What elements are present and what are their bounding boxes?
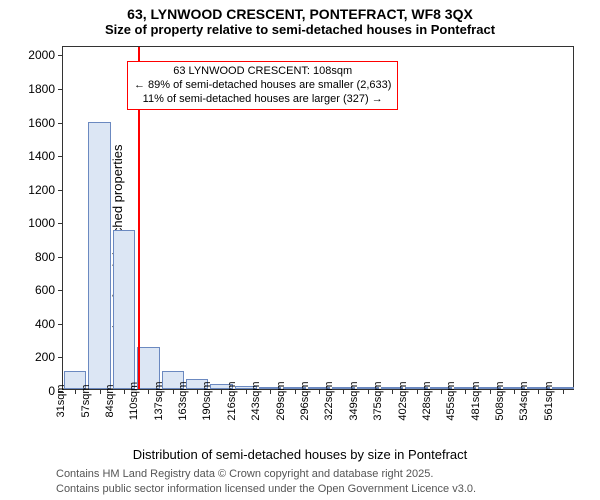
ytick-label: 1400 [28,149,55,163]
xtick-label: 190sqm [201,381,213,420]
xtick-line [148,389,149,394]
xtick-line [563,389,564,394]
histogram-bar [113,230,135,389]
xtick-line [465,389,466,394]
ytick-line [58,190,63,191]
ytick-line [58,89,63,90]
annotation-line1: 63 LYNWOOD CRESCENT: 108sqm [134,64,391,78]
xtick-line [221,389,222,394]
ytick-line [58,123,63,124]
xtick-line [197,389,198,394]
ytick-line [58,257,63,258]
xtick-line [173,389,174,394]
footer-attribution: Contains HM Land Registry data © Crown c… [56,467,476,496]
xtick-label: 163sqm [177,381,189,420]
xtick-label: 322sqm [323,381,335,420]
ytick-line [58,156,63,157]
xtick-line [441,389,442,394]
ytick-label: 1800 [28,82,55,96]
annotation-box: 63 LYNWOOD CRESCENT: 108sqm← 89% of semi… [127,61,398,110]
xtick-label: 243sqm [250,381,262,420]
xtick-line [246,389,247,394]
annotation-line2: ← 89% of semi-detached houses are smalle… [134,78,391,92]
xtick-line [514,389,515,394]
ytick-label: 600 [35,283,55,297]
xtick-label: 428sqm [421,381,433,420]
title-sub: Size of property relative to semi-detach… [0,22,600,41]
ytick-label: 800 [35,250,55,264]
xtick-label: 216sqm [226,381,238,420]
ytick-label: 1200 [28,183,55,197]
xtick-label: 137sqm [153,381,165,420]
xtick-line [319,389,320,394]
xtick-label: 375sqm [372,381,384,420]
ytick-line [58,55,63,56]
xtick-line [392,389,393,394]
xtick-label: 508sqm [494,381,506,420]
ytick-label: 0 [48,384,55,398]
xtick-label: 296sqm [299,381,311,420]
ytick-label: 200 [35,350,55,364]
xtick-line [368,389,369,394]
xtick-line [75,389,76,394]
xtick-line [343,389,344,394]
xtick-line [295,389,296,394]
xtick-label: 31sqm [55,384,67,417]
ytick-line [58,324,63,325]
xtick-line [417,389,418,394]
xtick-label: 57sqm [80,384,92,417]
xtick-line [100,389,101,394]
ytick-label: 2000 [28,48,55,62]
footer-line2: Contains public sector information licen… [56,482,476,496]
ytick-line [58,290,63,291]
title-main: 63, LYNWOOD CRESCENT, PONTEFRACT, WF8 3Q… [0,0,600,22]
xtick-label: 84sqm [104,384,116,417]
xtick-line [270,389,271,394]
xtick-label: 481sqm [470,381,482,420]
xtick-line [490,389,491,394]
histogram-bar [88,122,110,389]
xtick-line [124,389,125,394]
ytick-line [58,223,63,224]
ytick-line [58,357,63,358]
x-axis-label: Distribution of semi-detached houses by … [0,447,600,462]
xtick-label: 269sqm [275,381,287,420]
xtick-label: 534sqm [518,381,530,420]
xtick-label: 561sqm [543,381,555,420]
annotation-line3: 11% of semi-detached houses are larger (… [134,92,391,106]
xtick-line [538,389,539,394]
xtick-label: 455sqm [445,381,457,420]
xtick-label: 349sqm [348,381,360,420]
ytick-label: 1600 [28,116,55,130]
ytick-label: 400 [35,317,55,331]
xtick-label: 402sqm [397,381,409,420]
footer-line1: Contains HM Land Registry data © Crown c… [56,467,476,481]
ytick-label: 1000 [28,216,55,230]
chart-plot-area: 020040060080010001200140016001800200031s… [62,46,574,390]
